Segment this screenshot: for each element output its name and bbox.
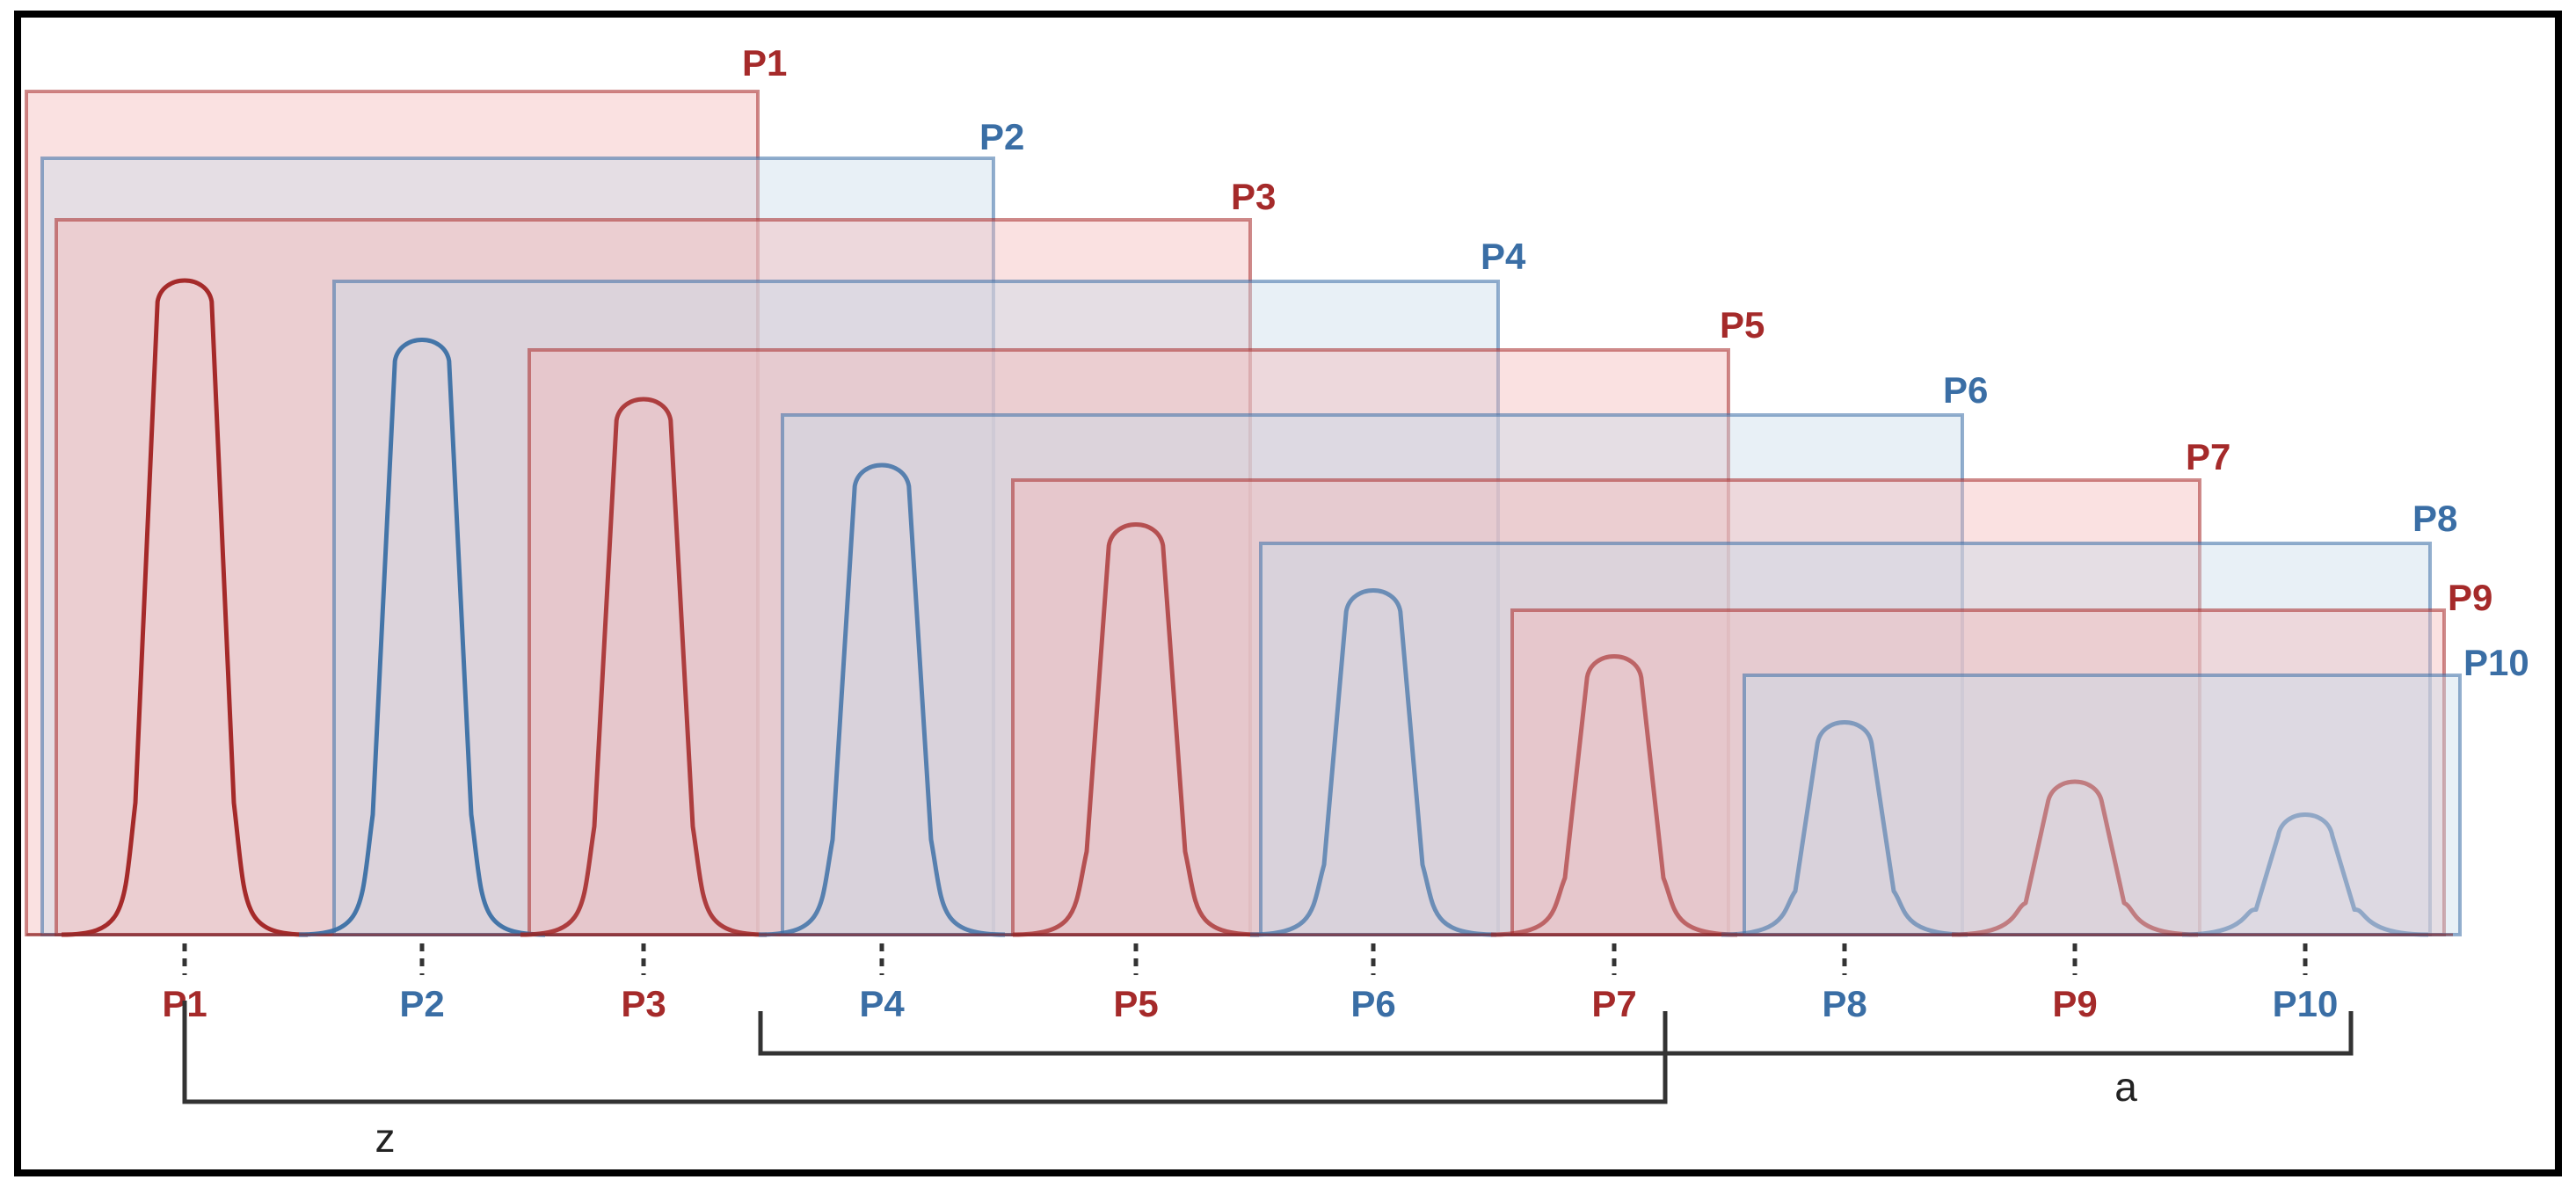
peak-label-p10: P10 xyxy=(2273,983,2339,1024)
peak-label-p2: P2 xyxy=(399,983,444,1024)
peak-curve-p10 xyxy=(2181,812,2429,937)
window-box-label-p1: P1 xyxy=(742,42,787,84)
peak-label-p9: P9 xyxy=(2052,983,2097,1024)
peak-label-p6: P6 xyxy=(1350,983,1395,1024)
peak-label-p8: P8 xyxy=(1822,983,1867,1024)
window-box-label-p7: P7 xyxy=(2186,436,2230,477)
window-box-label-p6: P6 xyxy=(1943,369,1988,411)
peak-label-p5: P5 xyxy=(1113,983,1158,1024)
peak-curve-p9 xyxy=(1951,779,2199,937)
peak-curve-p4 xyxy=(758,462,1006,937)
window-box-label-p5: P5 xyxy=(1720,304,1765,346)
bracket-a-label: a xyxy=(2114,1064,2137,1110)
peak-curve-p7 xyxy=(1490,654,1738,937)
window-box-label-p2: P2 xyxy=(979,116,1024,157)
peak-curve-p2 xyxy=(298,338,546,937)
peak-curve-p5 xyxy=(1012,522,1260,937)
window-box-label-p10: P10 xyxy=(2463,642,2529,683)
peak-label-p3: P3 xyxy=(621,983,666,1024)
window-box-p7 xyxy=(1011,478,2201,936)
peak-curve-p3 xyxy=(520,397,768,937)
window-box-label-p8: P8 xyxy=(2412,498,2457,539)
window-boxes xyxy=(25,90,2462,936)
peak-curve-p8 xyxy=(1721,720,1968,937)
peak-label-p4: P4 xyxy=(859,983,905,1024)
outer-frame xyxy=(14,11,2562,1176)
peak-curves xyxy=(61,278,2429,937)
peak-labels: P1 P2 P3 P4 P5 P6 P7 P8 P9 P10 xyxy=(162,983,2338,1024)
window-box-label-p9: P9 xyxy=(2448,577,2492,618)
brackets: z a xyxy=(182,1001,2354,1161)
window-box-labels: P1 P2 P3 P4 P5 P6 P7 P8 P9 P10 xyxy=(742,42,2529,683)
window-box-p9 xyxy=(1510,608,2446,936)
window-box-label-p4: P4 xyxy=(1481,236,1526,277)
bracket-z xyxy=(182,1001,1668,1104)
bracket-a xyxy=(758,1011,2354,1056)
window-box-p3 xyxy=(55,218,1252,936)
window-box-label-p3: P3 xyxy=(1231,176,1276,217)
peak-label-p7: P7 xyxy=(1591,983,1636,1024)
peak-curve-p1 xyxy=(61,278,309,937)
bracket-z-label: z xyxy=(375,1115,396,1161)
peak-ticks xyxy=(182,943,2308,975)
peak-curve-p6 xyxy=(1249,588,1497,937)
